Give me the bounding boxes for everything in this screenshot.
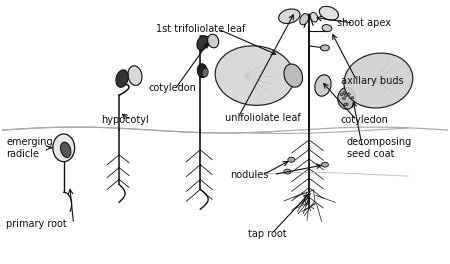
Ellipse shape: [321, 162, 328, 167]
Ellipse shape: [351, 97, 354, 99]
Text: hypocotyl: hypocotyl: [101, 115, 149, 125]
Ellipse shape: [215, 46, 294, 105]
Text: 1st trifoliolate leaf: 1st trifoliolate leaf: [156, 24, 245, 34]
Ellipse shape: [347, 93, 350, 95]
Ellipse shape: [116, 70, 128, 87]
Ellipse shape: [338, 87, 356, 109]
Ellipse shape: [197, 36, 207, 50]
Ellipse shape: [342, 97, 346, 100]
Ellipse shape: [315, 75, 331, 96]
Ellipse shape: [279, 9, 300, 23]
Text: emerging
radicle: emerging radicle: [6, 137, 53, 159]
Text: shoot apex: shoot apex: [337, 18, 391, 28]
Ellipse shape: [343, 91, 346, 94]
Ellipse shape: [300, 13, 309, 25]
Text: axillary buds: axillary buds: [341, 76, 403, 86]
Text: decomposing
seed coat: decomposing seed coat: [346, 137, 412, 159]
Ellipse shape: [207, 34, 219, 48]
Text: nodules: nodules: [230, 169, 268, 180]
Ellipse shape: [284, 169, 291, 174]
Ellipse shape: [340, 93, 343, 96]
Ellipse shape: [128, 66, 142, 86]
Ellipse shape: [288, 157, 295, 162]
Ellipse shape: [345, 103, 348, 106]
Ellipse shape: [284, 64, 302, 87]
Ellipse shape: [322, 25, 332, 32]
Ellipse shape: [320, 45, 329, 51]
Ellipse shape: [320, 6, 338, 20]
Text: cotyledon: cotyledon: [149, 83, 197, 93]
Text: primary root: primary root: [6, 219, 67, 229]
Ellipse shape: [53, 134, 75, 162]
Text: unifoliolate leaf: unifoliolate leaf: [225, 113, 301, 123]
Ellipse shape: [310, 12, 318, 22]
Text: cotyledon: cotyledon: [341, 115, 389, 125]
Ellipse shape: [345, 94, 347, 97]
Ellipse shape: [60, 142, 71, 158]
Text: tap root: tap root: [248, 229, 286, 239]
Ellipse shape: [344, 103, 347, 106]
Ellipse shape: [197, 64, 207, 78]
Ellipse shape: [344, 53, 413, 108]
Ellipse shape: [202, 68, 208, 77]
